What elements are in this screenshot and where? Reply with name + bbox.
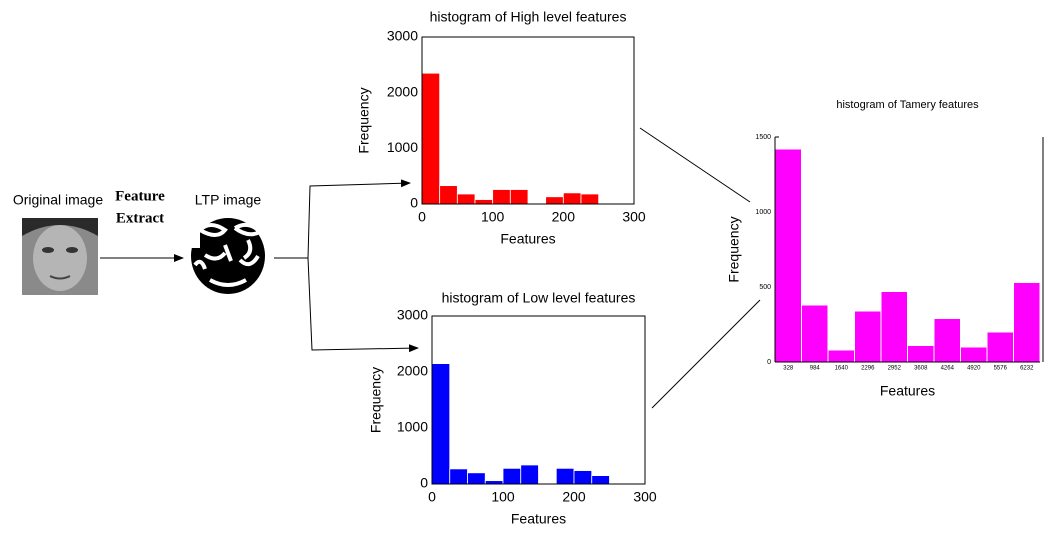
- bar: [545, 196, 564, 205]
- bar: [555, 467, 575, 485]
- y-tick-label: 0: [410, 195, 418, 211]
- x-tick-label: 1640: [835, 366, 849, 372]
- x-tick-label: 300: [633, 489, 657, 505]
- bar: [484, 480, 504, 485]
- ltp-label: LTP image: [195, 192, 262, 208]
- bar: [431, 363, 451, 485]
- bar: [456, 193, 476, 205]
- x-tick-label: 3608: [914, 366, 928, 372]
- y-tick-label: 1000: [387, 139, 418, 155]
- extract-label: Extract: [116, 210, 164, 226]
- ltp-image: [188, 218, 266, 296]
- x-tick-label: 4920: [967, 366, 981, 372]
- y-axis-label: Frequency: [368, 367, 384, 433]
- y-tick-label: 2000: [387, 83, 418, 99]
- y-tick-label: 3000: [397, 307, 428, 323]
- bar: [573, 470, 593, 485]
- x-axis-label: Features: [500, 231, 555, 247]
- plot-frame: [421, 36, 635, 205]
- y-tick-label: 0: [420, 475, 428, 491]
- y-tick-label: 3000: [387, 28, 418, 44]
- face-image: [22, 218, 98, 295]
- bar: [591, 475, 610, 485]
- bar: [492, 189, 511, 205]
- x-tick-label: 200: [562, 489, 586, 505]
- original-label: Original image: [13, 192, 103, 208]
- bar: [854, 310, 882, 363]
- x-tick-label: 100: [481, 209, 505, 225]
- bar: [801, 304, 829, 363]
- y-tick-label: 1500: [755, 134, 771, 141]
- bar: [562, 192, 582, 205]
- x-tick-label: 6232: [1020, 366, 1034, 372]
- bar: [520, 464, 539, 485]
- bar: [880, 291, 908, 363]
- bar: [439, 185, 458, 205]
- x-tick-label: 0: [418, 209, 426, 225]
- bar: [1013, 282, 1041, 363]
- bar: [421, 72, 441, 205]
- chart-title: histogram of Tamery features: [836, 99, 979, 111]
- x-tick-label: 5576: [994, 366, 1008, 372]
- bar: [933, 318, 961, 363]
- y-tick-label: 1000: [397, 419, 428, 435]
- x-tick-label: 0: [428, 489, 436, 505]
- x-tick-label: 328: [783, 366, 794, 372]
- bar: [580, 193, 600, 205]
- bar: [960, 346, 988, 363]
- bar: [449, 468, 468, 485]
- y-axis-label: Frequency: [356, 87, 372, 153]
- x-tick-label: 4264: [941, 366, 955, 372]
- bar: [502, 467, 522, 485]
- x-tick-label: 200: [552, 209, 576, 225]
- plot-frame: [431, 315, 646, 485]
- x-tick-label: 300: [622, 209, 646, 225]
- bar: [827, 349, 855, 363]
- chart-title: histogram of High level features: [430, 9, 627, 25]
- y-tick-label: 0: [767, 359, 771, 366]
- x-axis-label: Features: [511, 511, 566, 527]
- x-tick-label: 2952: [888, 366, 902, 372]
- bar: [907, 345, 935, 363]
- bar: [474, 199, 494, 205]
- x-axis-label: Features: [880, 383, 935, 399]
- y-tick-label: 1000: [755, 209, 771, 216]
- y-axis-label: Frequency: [726, 216, 742, 282]
- y-tick-label: 2000: [397, 363, 428, 379]
- chart-title: histogram of Low level features: [442, 290, 636, 306]
- bar: [774, 148, 802, 363]
- bar: [467, 472, 486, 485]
- y-tick-label: 500: [759, 284, 771, 291]
- bar: [509, 189, 529, 205]
- x-tick-label: 984: [810, 366, 821, 372]
- x-tick-label: 2296: [861, 366, 875, 372]
- x-tick-label: 100: [491, 489, 515, 505]
- extract-label: Feature: [115, 188, 165, 204]
- bar: [986, 331, 1014, 363]
